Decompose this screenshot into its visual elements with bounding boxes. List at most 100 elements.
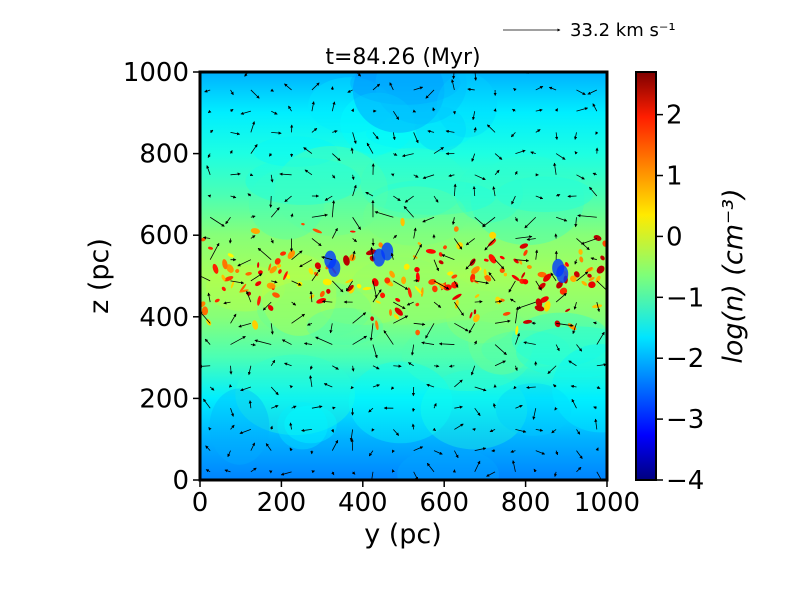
dense-clump <box>447 271 454 276</box>
dense-clump <box>349 230 356 233</box>
velocity-arrow <box>413 322 426 326</box>
velocity-arrow <box>331 471 335 476</box>
velocity-arrow <box>596 385 601 389</box>
dense-clump <box>537 271 547 278</box>
velocity-arrow <box>474 407 481 417</box>
x-tick-label: 600 <box>419 488 469 518</box>
dense-clump <box>414 267 420 273</box>
dense-clump <box>212 263 219 274</box>
colorbar: −4 −3 −2 −1 0 1 2 log(n) (cm⁻³) <box>635 71 749 496</box>
velocity-arrow <box>530 151 536 155</box>
velocity-arrow <box>270 359 276 366</box>
velocity-arrow <box>271 405 279 409</box>
velocity-arrow <box>515 429 527 433</box>
dense-clump <box>428 279 437 285</box>
dense-clump <box>452 293 462 300</box>
velocity-arrow <box>352 335 368 345</box>
velocity-arrow <box>230 313 237 324</box>
x-tick-label: 800 <box>501 488 551 518</box>
dense-clump <box>208 246 214 250</box>
velocity-arrow <box>254 339 272 345</box>
velocity-arrow <box>240 386 252 392</box>
velocity-arrow <box>574 259 578 265</box>
velocity-arrow <box>269 196 273 208</box>
velocity-arrow <box>291 301 297 306</box>
velocity-arrow <box>535 86 544 91</box>
dense-clump <box>488 254 497 264</box>
velocity-arrow <box>486 124 496 133</box>
velocity-arrow <box>291 313 306 324</box>
velocity-arrow <box>508 280 516 293</box>
velocity-arrow <box>270 386 279 396</box>
velocity-arrow <box>203 398 211 409</box>
velocity-arrow <box>390 252 394 260</box>
velocity-arrow <box>494 344 507 356</box>
velocity-arrow <box>514 365 518 372</box>
velocity-arrow <box>332 365 339 370</box>
velocity-arrow <box>392 132 396 141</box>
dense-clump <box>543 273 552 282</box>
dense-clump <box>451 274 458 279</box>
velocity-arrow <box>548 86 557 91</box>
velocity-arrow <box>489 429 496 433</box>
velocity-arrow <box>207 292 211 303</box>
velocity-arrow <box>331 227 338 239</box>
velocity-arrow <box>413 174 419 178</box>
density-patch <box>205 264 285 312</box>
velocity-arrow <box>306 322 313 326</box>
velocity-arrow <box>383 330 394 345</box>
density-patch <box>455 164 523 223</box>
velocity-arrow <box>289 422 293 430</box>
dense-clump <box>255 281 262 287</box>
velocity-arrow <box>237 259 252 267</box>
dense-clump <box>239 283 247 293</box>
velocity-arrow <box>291 405 297 409</box>
velocity-arrow <box>433 147 444 154</box>
plot-frame <box>198 70 609 482</box>
density-patch <box>436 73 498 138</box>
velocity-arrow <box>556 66 563 69</box>
dense-clump <box>375 300 381 304</box>
x-tick-label: 1000 <box>574 488 640 518</box>
velocity-arrow <box>393 315 409 324</box>
density-patch <box>366 118 473 150</box>
velocity-arrow <box>250 121 256 133</box>
velocity-arrow <box>309 290 313 303</box>
dense-clump <box>513 258 519 264</box>
velocity-arrow <box>331 101 336 112</box>
y-tick-label: 600 <box>139 221 189 251</box>
dense-clump <box>600 255 605 261</box>
velocity-arrow <box>510 132 516 138</box>
velocity-arrow <box>370 246 374 260</box>
dense-clump <box>469 312 473 319</box>
velocity-arrow <box>280 471 292 476</box>
velocity-arrow <box>204 338 211 345</box>
velocity-arrow <box>574 151 578 155</box>
dense-clump <box>565 308 571 312</box>
dense-clump <box>556 281 563 289</box>
velocity-arrow <box>468 323 476 334</box>
velocity-arrow <box>535 450 546 455</box>
density-patch <box>348 361 453 444</box>
velocity-arrow <box>369 323 374 342</box>
velocity-arrow <box>454 280 459 288</box>
velocity-arrow <box>547 365 557 374</box>
dense-clump <box>269 266 278 274</box>
velocity-arrow <box>239 429 252 435</box>
x-tick-label: 200 <box>257 488 307 518</box>
y-tick-label: 400 <box>139 303 189 333</box>
velocity-arrow <box>257 247 272 260</box>
density-patch <box>470 155 585 246</box>
dense-clump <box>214 298 220 303</box>
velocity-arrow <box>535 108 543 112</box>
dense-clump <box>226 264 234 273</box>
velocity-arrow <box>513 88 517 92</box>
velocity-arrow <box>279 172 292 176</box>
dense-clump <box>322 278 332 286</box>
velocity-arrow <box>474 447 487 452</box>
dense-clump <box>503 272 508 277</box>
dense-clump <box>581 280 588 286</box>
velocity-arrow <box>453 183 457 197</box>
x-axis-label: y (pc) <box>364 519 442 550</box>
dense-clump <box>201 306 209 316</box>
